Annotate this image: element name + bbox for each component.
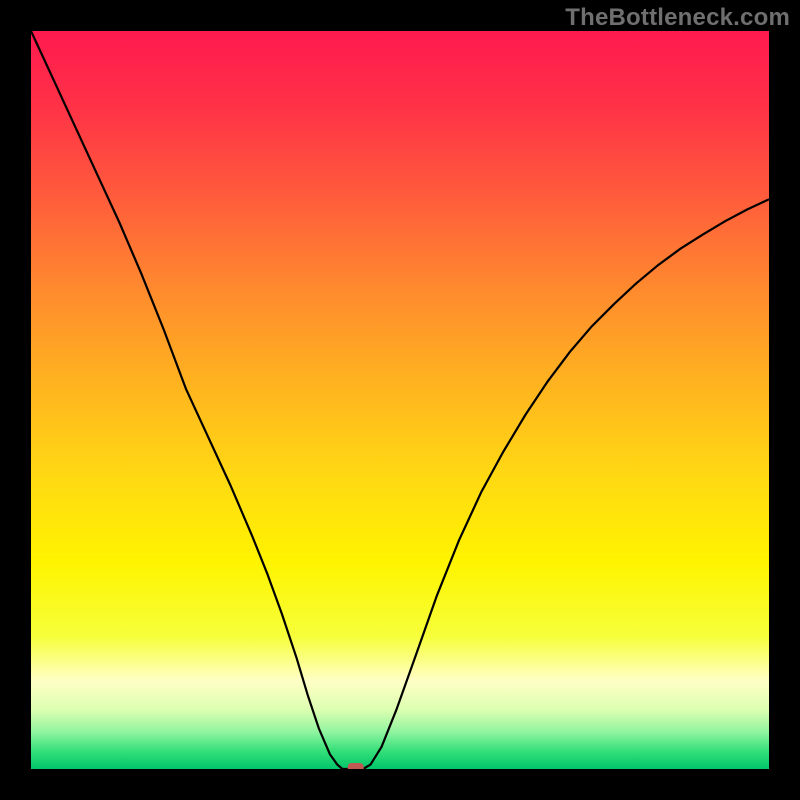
optimal-marker xyxy=(348,763,364,775)
chart-container: TheBottleneck.com xyxy=(0,0,800,800)
watermark-text: TheBottleneck.com xyxy=(565,4,790,32)
plot-area xyxy=(31,31,769,769)
bottleneck-chart xyxy=(0,0,800,800)
